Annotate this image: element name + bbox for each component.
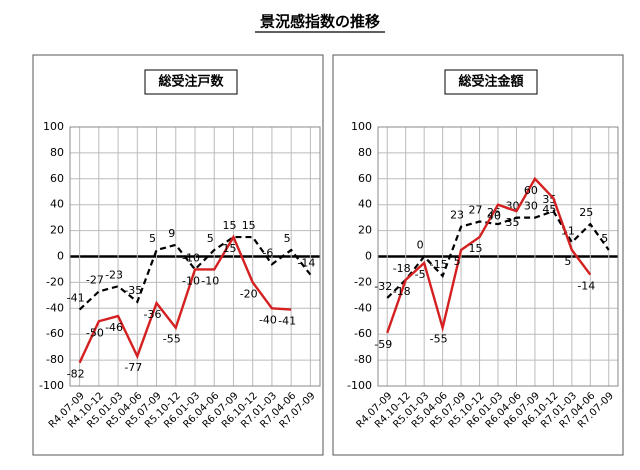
data-label: 15 (222, 242, 236, 255)
data-label: -10 (201, 274, 219, 287)
data-label: 5 (601, 232, 608, 245)
data-label: -18 (393, 285, 411, 298)
data-label: 5 (207, 232, 214, 245)
data-label: 15 (469, 242, 483, 255)
series-line (386, 209, 610, 299)
y-tick-label: 80 (358, 146, 372, 159)
data-label: -41 (278, 315, 296, 328)
data-label: -55 (430, 333, 448, 346)
data-label: -35 (124, 284, 142, 297)
data-label: 45 (542, 203, 556, 216)
data-label: 40 (487, 210, 501, 223)
data-label: -20 (240, 287, 258, 300)
series-line (78, 234, 292, 364)
data-label: -6 (262, 246, 273, 259)
data-label: 5 (454, 255, 461, 268)
data-label: -14 (577, 280, 595, 293)
data-label: 9 (168, 227, 175, 240)
data-label: -46 (105, 321, 123, 334)
y-tick-label: -80 (354, 353, 372, 366)
panel-title-box (144, 69, 238, 95)
data-label: 35 (505, 216, 519, 229)
data-label: 60 (524, 184, 538, 197)
panel-title-box (444, 69, 538, 95)
data-label: 25 (579, 206, 593, 219)
data-label: -40 (259, 313, 277, 326)
y-tick-label: 0 (57, 250, 64, 263)
data-label: 5 (564, 255, 571, 268)
data-label: -23 (105, 268, 123, 281)
data-label: -10 (182, 251, 200, 264)
data-label: 30 (524, 200, 538, 213)
y-tick-label: -80 (46, 353, 64, 366)
data-label: -32 (374, 280, 392, 293)
y-tick-label: -40 (354, 301, 372, 314)
plot-frame (377, 126, 619, 387)
y-tick-label: 60 (50, 172, 64, 185)
data-label: -5 (415, 268, 426, 281)
series-line (386, 176, 592, 334)
panel-title: 総受注戸数 (158, 74, 224, 90)
y-tick-label: 80 (50, 146, 64, 159)
page-title: 景況感指数の推移 (260, 13, 380, 31)
y-tick-label: -60 (354, 327, 372, 340)
data-label: -82 (67, 368, 85, 381)
y-tick-label: -40 (46, 301, 64, 314)
y-tick-label: -20 (46, 275, 64, 288)
panel-border (32, 54, 324, 456)
data-label: 27 (469, 204, 483, 217)
y-tick-label: 40 (358, 198, 372, 211)
y-tick-label: -100 (39, 379, 64, 392)
data-label: 15 (242, 219, 256, 232)
y-tick-label: 20 (358, 224, 372, 237)
data-label: -55 (163, 333, 181, 346)
data-label: 23 (450, 209, 464, 222)
data-label: 0 (417, 239, 424, 252)
data-label: -50 (86, 326, 104, 339)
series-line (78, 235, 312, 311)
data-label: -10 (182, 274, 200, 287)
y-tick-label: 0 (365, 250, 372, 263)
y-tick-label: 60 (358, 172, 372, 185)
data-label: -59 (374, 338, 392, 351)
y-tick-label: 40 (50, 198, 64, 211)
data-label: 5 (284, 232, 291, 245)
plot-frame (69, 126, 321, 387)
data-label: 5 (149, 232, 156, 245)
y-tick-label: 100 (351, 120, 372, 133)
data-label: -77 (124, 361, 142, 374)
panel-title: 総受注金額 (458, 74, 523, 90)
data-label: -15 (430, 258, 448, 271)
data-label: -18 (393, 262, 411, 275)
y-tick-label: 20 (50, 224, 64, 237)
data-label: 15 (222, 219, 236, 232)
y-tick-label: -100 (347, 379, 372, 392)
data-label: -27 (86, 273, 104, 286)
y-tick-label: 100 (43, 120, 64, 133)
y-tick-label: -60 (46, 327, 64, 340)
data-label: -14 (297, 257, 315, 270)
data-label: -36 (144, 308, 162, 321)
data-label: -41 (67, 292, 85, 305)
panel-border (332, 54, 624, 456)
y-tick-label: -20 (354, 275, 372, 288)
